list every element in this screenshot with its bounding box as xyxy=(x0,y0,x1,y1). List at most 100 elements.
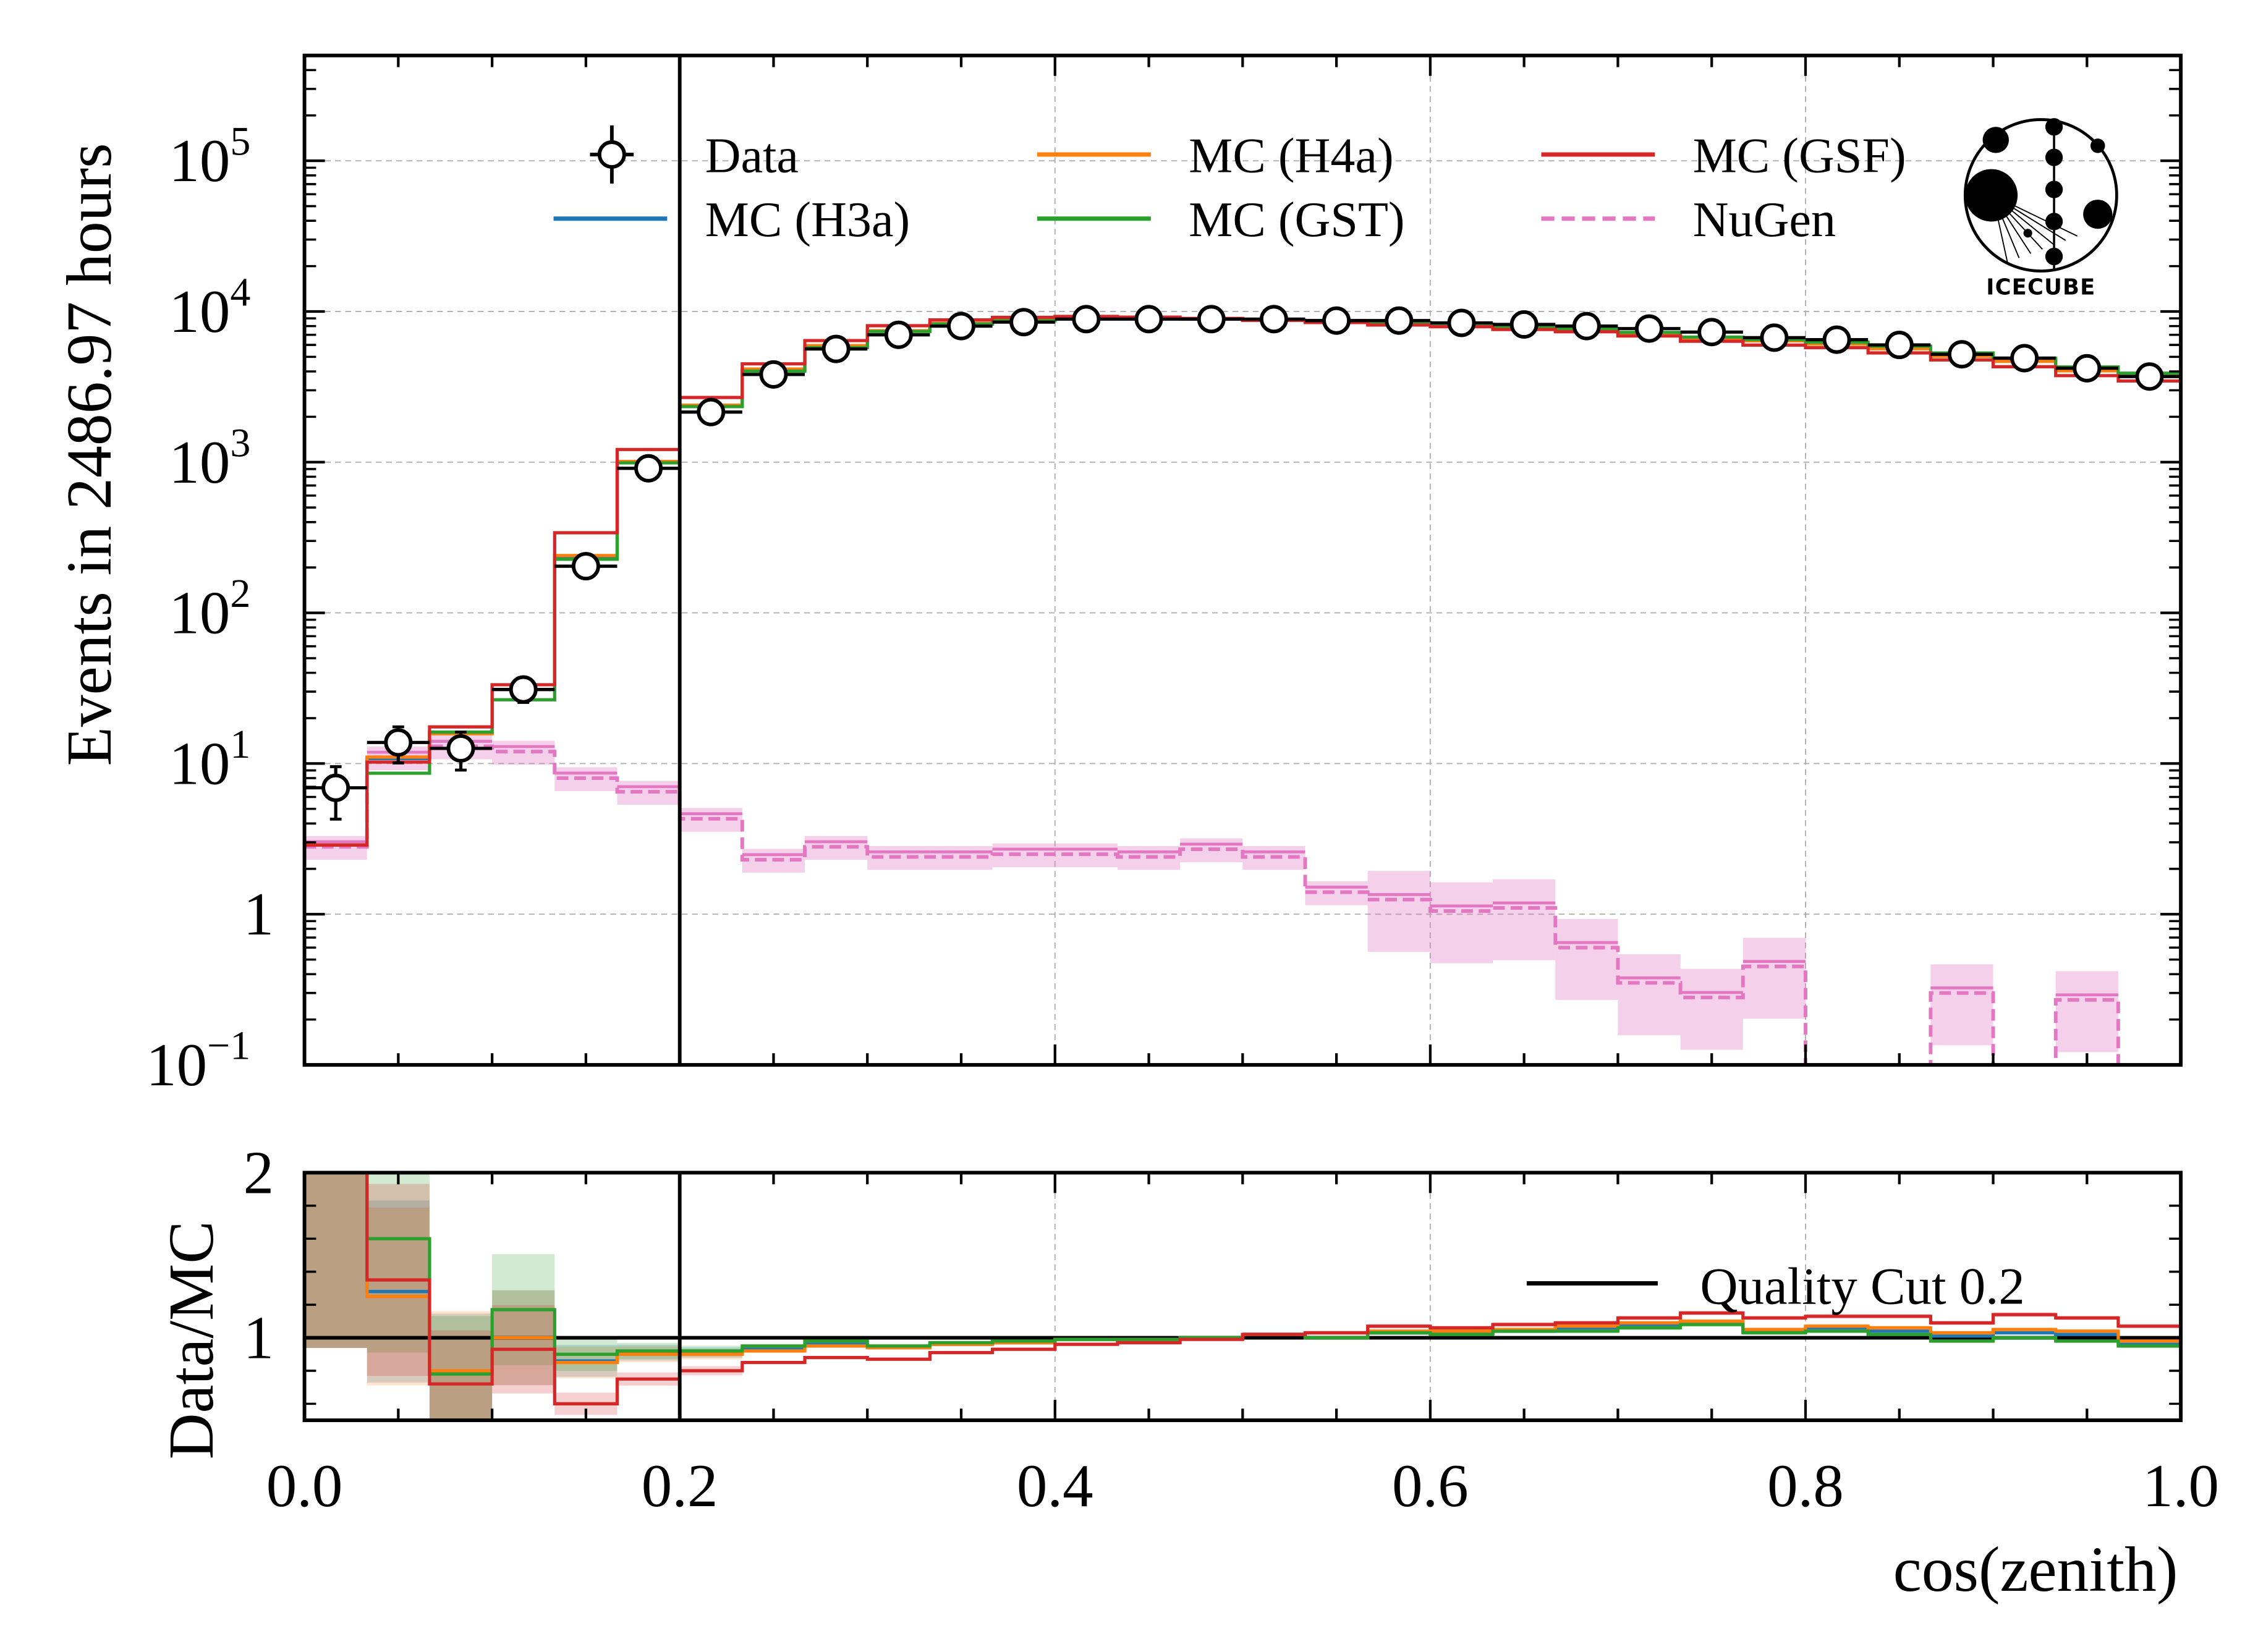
legend-item: NuGen xyxy=(1541,193,1836,247)
ratio-uncertainty-band xyxy=(304,1172,367,1349)
nugen-uncertainty-band xyxy=(1555,918,1618,1000)
mc-histogram-mch4a xyxy=(304,316,2181,847)
legend-label: Quality Cut 0.2 xyxy=(1700,1258,2024,1316)
data-marker xyxy=(1509,310,1539,339)
data-point xyxy=(1618,314,1681,343)
data-point xyxy=(1180,305,1243,334)
y-axis-label-main: Events in 2486.97 hours xyxy=(54,143,125,766)
data-marker xyxy=(1947,340,1976,369)
data-point xyxy=(679,397,742,426)
data-point xyxy=(805,334,868,363)
data-marker xyxy=(1635,314,1664,343)
data-point xyxy=(1117,305,1181,334)
legend-data-marker xyxy=(597,140,626,169)
logo-ray xyxy=(1992,195,2043,250)
data-marker xyxy=(1072,305,1101,334)
mc-histogram-mcgsf xyxy=(304,315,2181,847)
nugen-uncertainty-band xyxy=(1493,879,1556,960)
mc-histogram-mch3a xyxy=(304,316,2181,847)
legend-label: NuGen xyxy=(1693,193,1836,247)
data-marker xyxy=(1572,311,1601,341)
data-point xyxy=(1430,308,1493,337)
legend-item: MC (GSF) xyxy=(1541,129,1906,183)
legend-item: MC (H4a) xyxy=(1037,129,1394,183)
data-point xyxy=(367,725,430,765)
nugen-uncertainty-band xyxy=(1618,954,1681,1035)
ratio-uncertainty-band xyxy=(429,1316,493,1421)
data-marker xyxy=(947,311,975,341)
data-point xyxy=(1742,323,1806,352)
data-marker xyxy=(1134,305,1163,334)
x-tick-label: 0.2 xyxy=(642,1452,718,1520)
legend-label: Data xyxy=(705,129,799,183)
data-marker xyxy=(384,728,413,757)
data-marker xyxy=(1822,325,1851,354)
data-marker xyxy=(1322,306,1351,335)
data-marker xyxy=(1760,323,1789,352)
data-marker xyxy=(1885,331,1914,360)
y-tick-label: 101 xyxy=(169,722,250,797)
data-point xyxy=(492,675,555,704)
nugen-uncertainty-band xyxy=(2055,971,2118,1053)
y-axis-label-ratio: Data/MC xyxy=(156,1221,227,1459)
plot-area-ratio xyxy=(304,1172,2181,1421)
ratio-uncertainty-band xyxy=(367,1172,430,1353)
data-point xyxy=(742,360,805,389)
ratio-uncertainty-band xyxy=(304,1172,367,1349)
logo-dot xyxy=(2090,138,2105,153)
data-marker xyxy=(1697,318,1726,347)
data-marker xyxy=(321,773,350,802)
y-tick-exponent: 2 xyxy=(230,571,250,616)
data-point xyxy=(554,552,618,581)
data-point xyxy=(1680,318,1743,347)
data-point xyxy=(429,731,493,772)
y-tick-label: 102 xyxy=(169,571,250,646)
legend-item: MC (GST) xyxy=(1037,193,1405,247)
logo-dot xyxy=(2083,200,2113,229)
data-point xyxy=(1055,305,1118,334)
data-marker xyxy=(1197,305,1226,334)
data-marker xyxy=(571,552,600,581)
logo-ray xyxy=(1992,195,2055,245)
legend-item: Data xyxy=(590,125,799,184)
data-marker xyxy=(446,734,475,763)
nugen-uncertainty-band xyxy=(1680,968,1743,1050)
data-point xyxy=(617,454,680,483)
data-point xyxy=(1555,311,1618,341)
ratio-uncertainty-band xyxy=(429,1313,493,1421)
y-tick-label-ratio: 1 xyxy=(244,1305,274,1372)
y-tick-exponent: −1 xyxy=(207,1023,250,1069)
x-tick-label: 0.6 xyxy=(1392,1452,1469,1520)
nugen-uncertainty-band xyxy=(1367,871,1430,952)
y-tick-label-ratio: 2 xyxy=(244,1139,274,1206)
data-marker xyxy=(759,360,788,389)
icecube-logo: ICECUBE xyxy=(1963,118,2118,300)
data-point xyxy=(930,311,993,341)
nugen-uncertainty-band xyxy=(1430,882,1493,964)
data-point xyxy=(304,765,367,821)
y-tick-exponent: 5 xyxy=(230,119,250,164)
y-tick-label: 104 xyxy=(169,270,250,345)
data-marker xyxy=(1385,306,1414,335)
ratio-line-mcgsf xyxy=(304,1172,2181,1405)
ratio-uncertainty-band xyxy=(304,1172,367,1349)
ratio-panel: 1 2 0.0 0.2 0.4 0.6 0.8 1.0 Quality Cut 0.2 xyxy=(244,1139,2219,1520)
data-point xyxy=(1805,325,1869,354)
data-point xyxy=(2118,362,2181,391)
data-point xyxy=(1367,306,1430,335)
data-marker xyxy=(1259,305,1288,334)
x-tick-label: 1.0 xyxy=(2142,1452,2219,1520)
data-point xyxy=(1493,310,1556,339)
logo-ray xyxy=(1992,195,2078,237)
y-tick-label: 103 xyxy=(169,420,250,496)
y-tick-exponent: 4 xyxy=(230,270,250,315)
nugen-uncertainty-band xyxy=(1930,964,1993,1046)
ratio-uncertainty-band xyxy=(304,1172,367,1349)
data-marker xyxy=(634,454,663,483)
x-tick-label: 0.0 xyxy=(266,1452,343,1520)
y-tick-exponent: 3 xyxy=(230,420,250,465)
data-point xyxy=(1305,306,1368,335)
logo-ray xyxy=(1992,195,2020,258)
data-marker xyxy=(2135,362,2164,391)
legend-item: MC (H3a) xyxy=(553,193,910,247)
